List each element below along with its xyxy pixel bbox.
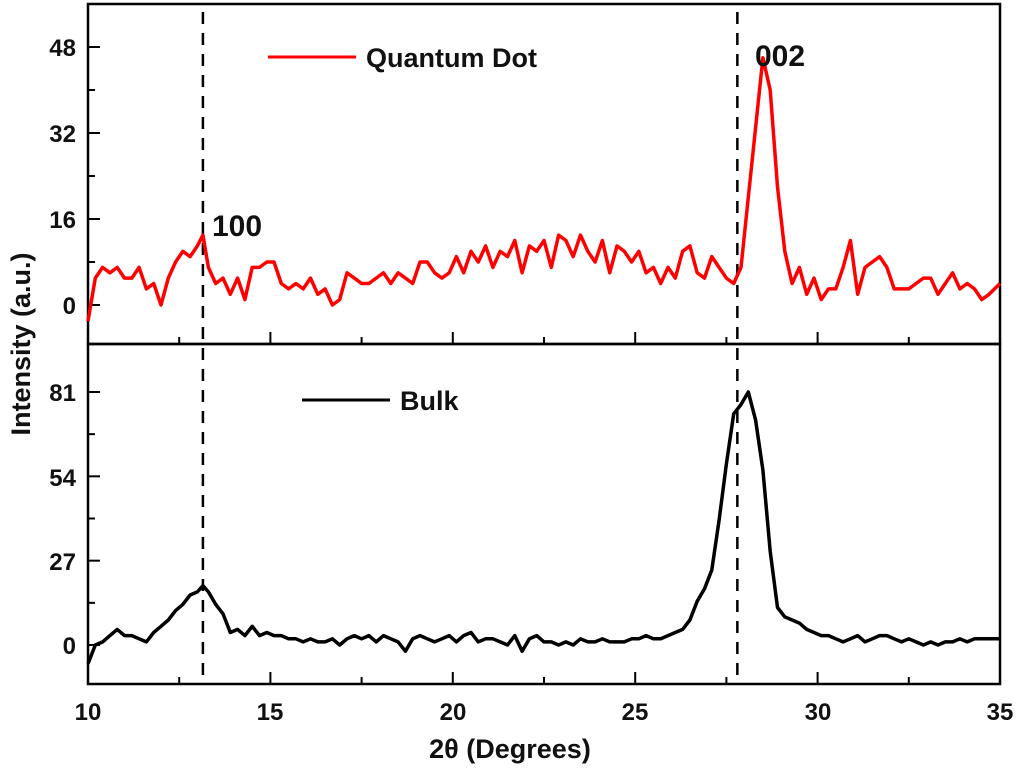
x-tick-15: 15 — [257, 699, 284, 726]
bottom-panel-frame — [86, 342, 1002, 686]
x-axis-title: 2θ (Degrees) — [429, 734, 591, 764]
y-tick-bottom-27: 27 — [49, 549, 76, 576]
annotation-002: 002 — [755, 40, 805, 73]
bulk-curve — [86, 390, 1000, 665]
y-tick-top-16: 16 — [49, 207, 76, 234]
legend-quantum-dot-label: Quantum Dot — [366, 43, 537, 73]
y-tick-bottom-54: 54 — [49, 465, 76, 492]
y-axis-title: Intensity (a.u.) — [6, 252, 36, 435]
quantum-dot-curve — [86, 56, 1002, 322]
x-tick-30: 30 — [805, 699, 832, 726]
x-tick-35: 35 — [987, 699, 1014, 726]
annotation-100: 100 — [212, 210, 262, 243]
axis-ticks — [87, 46, 1001, 684]
y-tick-bottom-0: 0 — [63, 633, 76, 660]
y-tick-top-48: 48 — [49, 35, 76, 62]
legend-bulk-label: Bulk — [400, 386, 459, 416]
x-tick-10: 10 — [75, 699, 102, 726]
x-tick-20: 20 — [440, 699, 467, 726]
y-tick-top-32: 32 — [49, 121, 76, 148]
x-tick-25: 25 — [622, 699, 649, 726]
y-tick-top-0: 0 — [63, 293, 76, 320]
y-tick-bottom-81: 81 — [49, 380, 76, 407]
top-panel-frame — [86, 2, 1002, 346]
